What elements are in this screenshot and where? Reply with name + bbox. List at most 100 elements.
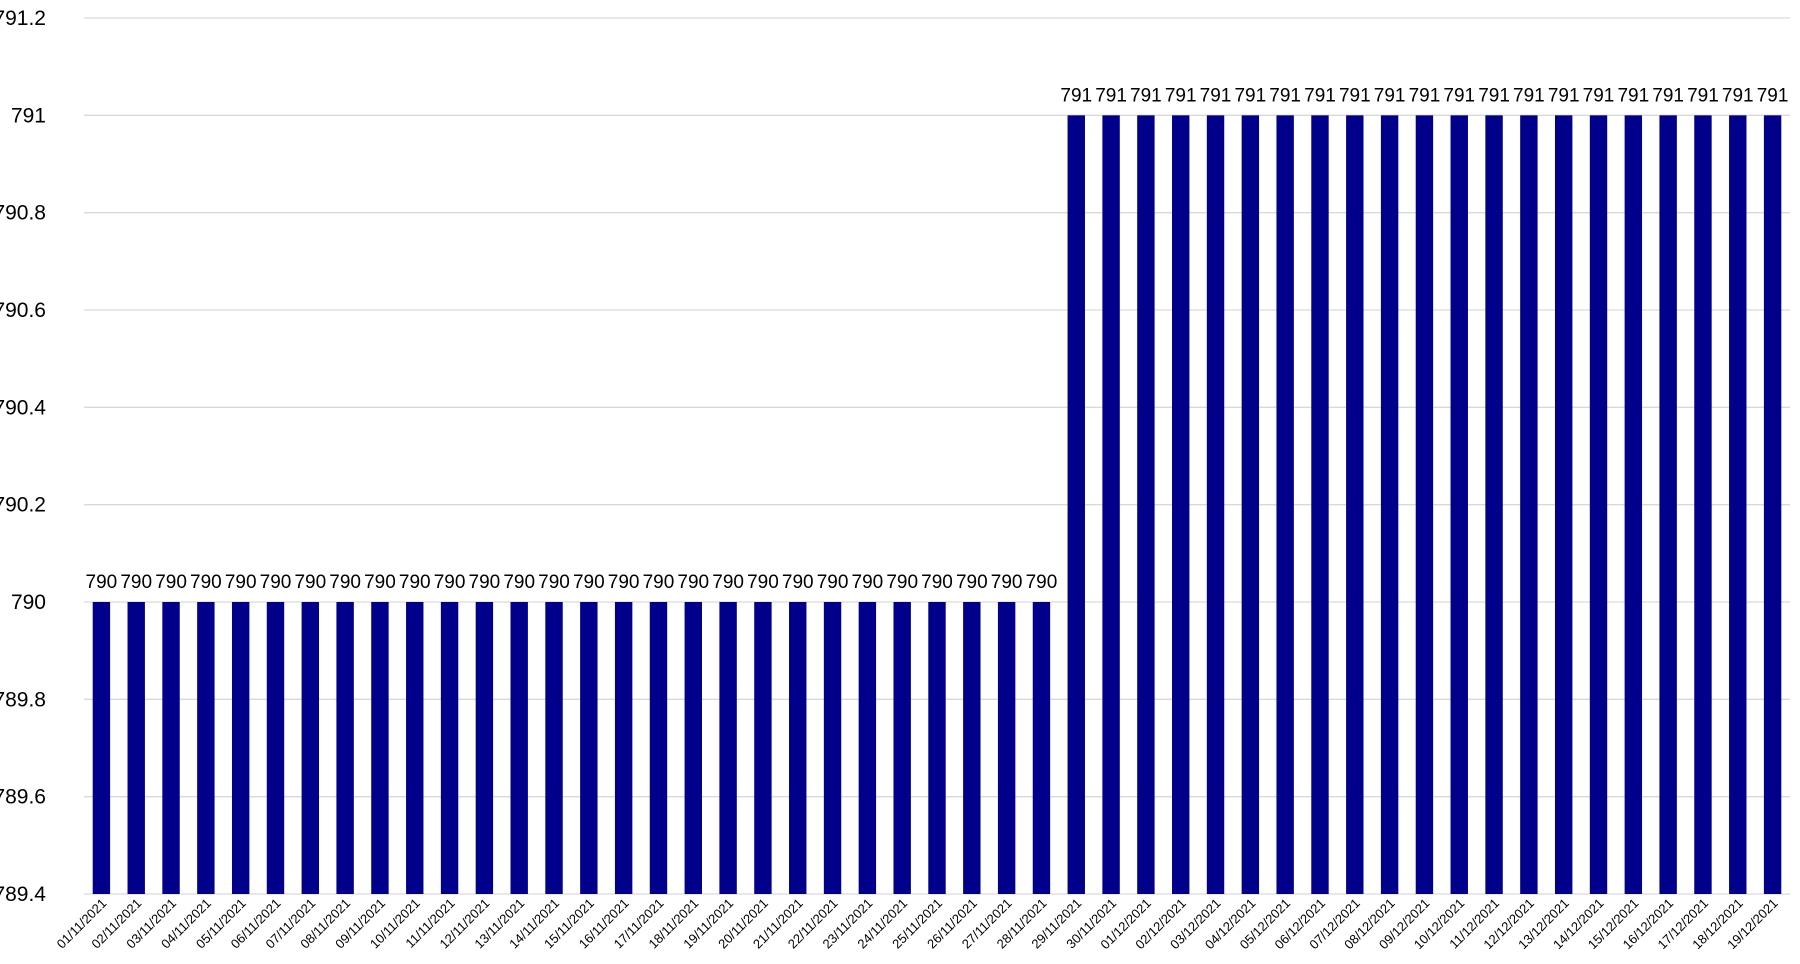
data-labels: 790 790 790 790 790 790 790 790 790 790 790 790 790 7… — [86, 85, 1789, 593]
bar — [266, 602, 285, 894]
bar — [1763, 115, 1782, 895]
bar — [545, 602, 563, 894]
data-label: 790 — [329, 572, 361, 593]
bar — [1729, 115, 1747, 895]
bar — [301, 602, 320, 894]
bar — [684, 602, 702, 894]
data-label: 790 — [120, 572, 152, 593]
bar — [1380, 115, 1399, 895]
bar — [823, 602, 842, 894]
bar — [406, 602, 424, 894]
data-label: 790 — [886, 572, 918, 593]
bar — [127, 602, 145, 894]
data-label: 790 — [573, 572, 605, 593]
bar — [1311, 115, 1329, 895]
data-label: 790 — [677, 572, 709, 593]
data-label: 790 — [364, 572, 396, 593]
bar — [336, 602, 354, 894]
data-label: 790 — [503, 572, 535, 593]
data-label: 791 — [1583, 85, 1615, 106]
bar — [997, 602, 1016, 894]
data-label: 790 — [469, 572, 501, 593]
gridlines — [84, 17, 1790, 895]
data-label: 790 — [956, 572, 988, 593]
data-label: 791 — [1652, 85, 1684, 106]
data-label: 791 — [1339, 85, 1371, 106]
y-tick-label: 789.4 — [0, 883, 46, 906]
bar — [1172, 115, 1190, 895]
data-label: 790 — [991, 572, 1023, 593]
data-label: 791 — [1757, 85, 1789, 106]
bar — [1520, 115, 1538, 895]
data-label: 791 — [1269, 85, 1301, 106]
data-label: 791 — [1234, 85, 1266, 106]
data-label: 791 — [1095, 85, 1127, 106]
data-label: 790 — [86, 572, 118, 593]
bar — [92, 602, 111, 894]
data-label: 791 — [1617, 85, 1649, 106]
bar — [1137, 115, 1155, 895]
bar — [1659, 115, 1677, 895]
y-tick-label: 789.6 — [0, 786, 46, 809]
bar — [789, 602, 807, 894]
bar — [1485, 115, 1503, 895]
data-label: 790 — [782, 572, 814, 593]
y-tick-label: 790.8 — [0, 202, 46, 225]
data-label: 791 — [1513, 85, 1545, 106]
data-label: 791 — [1165, 85, 1197, 106]
bar — [754, 602, 772, 894]
data-label: 790 — [190, 572, 222, 593]
data-label: 791 — [1130, 85, 1162, 106]
bar — [1241, 115, 1260, 895]
data-label: 790 — [921, 572, 953, 593]
data-label: 791 — [1443, 85, 1475, 106]
data-label: 790 — [225, 572, 257, 593]
data-label: 791 — [1409, 85, 1441, 106]
bar — [928, 602, 946, 894]
data-label: 790 — [155, 572, 187, 593]
x-axis-tick-labels: 01/11/202102/11/202103/11/202104/11/2021… — [54, 896, 1781, 953]
y-tick-label: 789.8 — [0, 688, 46, 711]
bar — [197, 602, 215, 894]
data-label: 791 — [1374, 85, 1406, 106]
bars — [92, 115, 1782, 895]
bar — [963, 602, 981, 894]
bar — [614, 602, 633, 894]
bar — [1067, 115, 1085, 895]
data-label: 791 — [1687, 85, 1719, 106]
y-tick-label: 790.2 — [0, 494, 46, 517]
data-label: 791 — [1304, 85, 1336, 106]
bar — [1032, 602, 1051, 894]
data-label: 790 — [434, 572, 466, 593]
bar — [1589, 115, 1608, 895]
bar — [162, 602, 180, 894]
y-tick-label: 790.4 — [0, 396, 46, 419]
data-label: 790 — [399, 572, 431, 593]
y-tick-label: 791.2 — [0, 7, 46, 30]
data-label: 790 — [852, 572, 884, 593]
bar — [858, 602, 877, 894]
bar — [1346, 115, 1364, 895]
data-label: 790 — [643, 572, 675, 593]
bar — [1415, 115, 1434, 895]
bar — [1276, 115, 1294, 895]
data-label: 790 — [1026, 572, 1058, 593]
bar — [1554, 115, 1573, 895]
bar — [1624, 115, 1643, 895]
data-label: 790 — [294, 572, 326, 593]
data-label: 790 — [712, 572, 744, 593]
bar — [719, 602, 737, 894]
data-label: 790 — [747, 572, 779, 593]
bar — [1102, 115, 1120, 895]
data-label: 790 — [260, 572, 292, 593]
data-label: 791 — [1200, 85, 1232, 106]
bar — [1450, 115, 1468, 895]
data-label: 791 — [1548, 85, 1580, 106]
data-label: 791 — [1478, 85, 1510, 106]
bar — [893, 602, 911, 894]
bar — [440, 602, 459, 894]
bar — [475, 602, 494, 894]
data-label: 791 — [1722, 85, 1754, 106]
bar — [649, 602, 668, 894]
